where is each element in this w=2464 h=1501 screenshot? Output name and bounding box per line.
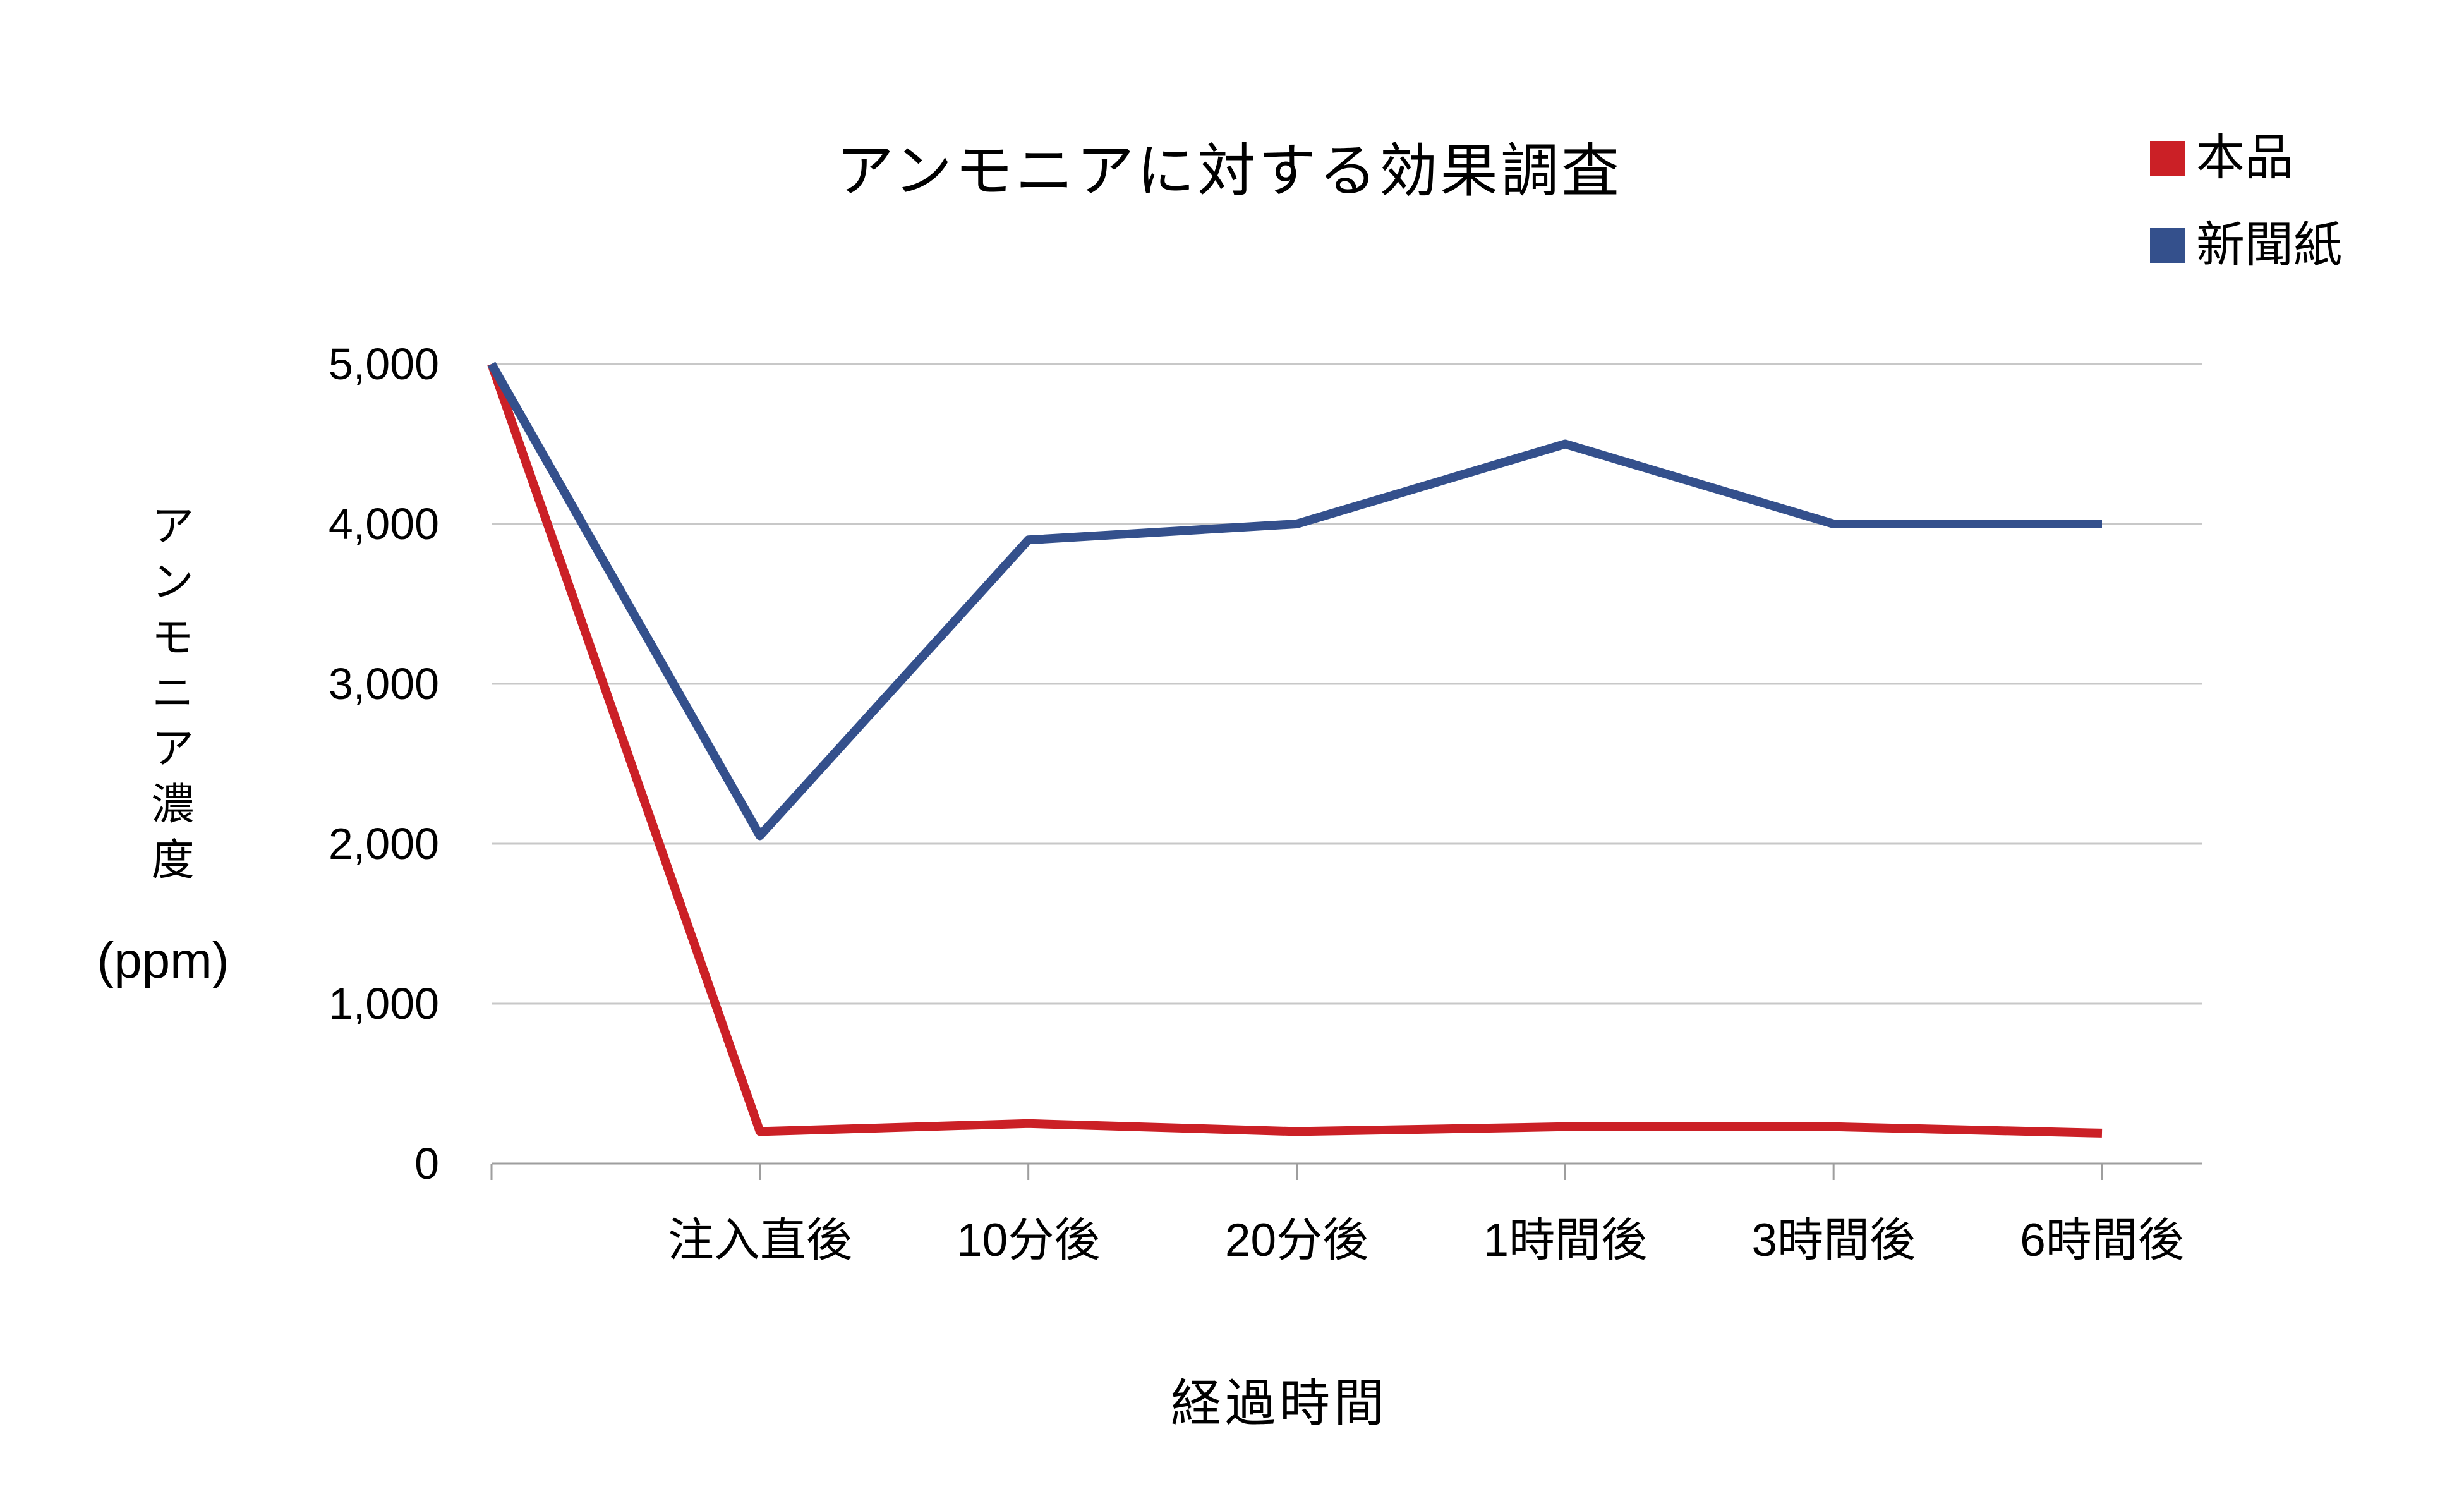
y-tick-label: 1,000	[328, 979, 439, 1028]
x-tick-label: 3時間後	[1751, 1215, 1916, 1266]
x-tick-label: 20分後	[1224, 1215, 1369, 1266]
y-tick-label: 3,000	[328, 659, 439, 708]
y-tick-label: 4,000	[328, 499, 439, 549]
y-axis-unit: (ppm)	[97, 932, 229, 988]
series-line-新聞紙	[487, 362, 2102, 841]
y-tick-label: 5,000	[328, 339, 439, 389]
y-tick-label: 2,000	[328, 819, 439, 868]
y-tick-label: 0	[414, 1139, 439, 1188]
legend-item-honpin: 本品	[2150, 133, 2342, 183]
legend: 本品 新聞紙	[2150, 133, 2342, 307]
y-axis-title: アンモニア濃度	[145, 503, 193, 892]
x-tick-label: 10分後	[957, 1215, 1101, 1266]
x-axis-title: 経過時間	[1171, 1375, 1388, 1431]
legend-label-honpin: 本品	[2196, 131, 2293, 185]
chart-title: アンモニアに対する効果調査	[835, 139, 1622, 204]
x-tick-label: 6時間後	[2020, 1215, 2184, 1266]
legend-swatch-red-icon	[2150, 140, 2185, 176]
x-tick-label: 注入直後	[667, 1215, 852, 1266]
legend-label-shinbunshi: 新聞紙	[2196, 218, 2342, 272]
x-tick-label: 1時間後	[1483, 1215, 1648, 1266]
legend-item-shinbunshi: 新聞紙	[2150, 220, 2342, 270]
series-line-本品	[487, 362, 2103, 1138]
legend-swatch-blue-icon	[2150, 228, 2185, 263]
